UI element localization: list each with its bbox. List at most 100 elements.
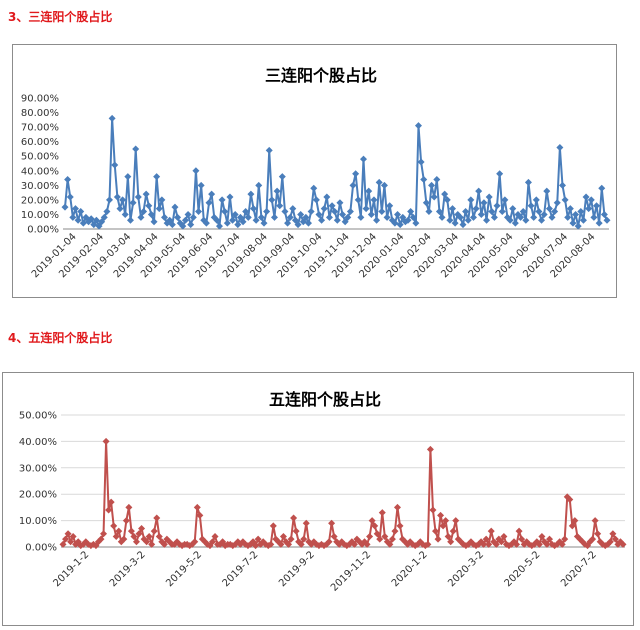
data-point — [452, 517, 460, 525]
data-point — [594, 530, 602, 538]
data-point — [339, 210, 347, 218]
data-point — [179, 222, 187, 230]
data-point — [132, 145, 140, 153]
data-point — [112, 532, 120, 540]
data-point — [290, 514, 298, 522]
data-point — [553, 199, 561, 207]
data-point — [208, 190, 216, 198]
x-tick-label: 2019-5-2 — [164, 549, 204, 589]
series-line — [62, 440, 624, 547]
data-point — [378, 208, 386, 216]
data-point — [168, 221, 176, 229]
data-point — [600, 210, 608, 218]
data-point — [191, 538, 199, 546]
data-point — [257, 213, 265, 221]
data-point — [407, 208, 415, 216]
data-point — [556, 143, 564, 151]
data-point — [250, 205, 258, 213]
data-point — [163, 535, 171, 543]
x-tick-label: 2019-11-2 — [329, 549, 373, 593]
data-point — [508, 540, 516, 548]
data-point — [64, 530, 72, 538]
data-point — [346, 208, 354, 216]
data-point — [320, 205, 328, 213]
data-point — [404, 216, 412, 224]
data-point — [79, 219, 87, 227]
data-point — [483, 216, 491, 224]
data-point — [383, 213, 391, 221]
data-point — [446, 216, 454, 224]
data-point — [189, 213, 197, 221]
data-point — [127, 527, 135, 535]
data-point — [142, 190, 150, 198]
data-point — [124, 173, 132, 181]
data-point — [358, 540, 366, 548]
data-point — [138, 525, 146, 533]
data-point — [111, 161, 119, 169]
data-point — [263, 208, 271, 216]
data-point — [323, 540, 331, 548]
data-point — [546, 535, 554, 543]
data-point — [467, 196, 475, 204]
data-point — [153, 173, 161, 181]
data-point — [71, 205, 79, 213]
data-point — [213, 216, 221, 224]
data-point — [501, 196, 509, 204]
data-point — [482, 535, 490, 543]
data-point — [160, 540, 168, 548]
data-point — [495, 535, 503, 543]
data-point — [354, 196, 362, 204]
data-point — [480, 199, 488, 207]
data-point — [438, 213, 446, 221]
data-point — [94, 538, 102, 546]
data-point — [106, 196, 114, 204]
data-point — [496, 170, 504, 178]
data-point — [129, 199, 137, 207]
data-point — [107, 498, 115, 506]
data-point — [265, 146, 273, 154]
data-point — [376, 535, 384, 543]
data-point — [64, 176, 72, 184]
data-point — [113, 193, 121, 201]
data-point — [515, 527, 523, 535]
data-point — [267, 540, 275, 548]
chart-five-consecutive-gains: 五连阳个股占比 0.00% 10.00% 20.00% 30.00% 40.00% 50.0… — [2, 372, 634, 626]
data-point — [145, 532, 153, 540]
data-point — [548, 213, 556, 221]
data-point — [79, 540, 87, 548]
data-point — [363, 540, 371, 548]
data-point — [102, 437, 110, 445]
data-point — [153, 514, 161, 522]
data-point — [310, 184, 318, 192]
data-point — [417, 158, 425, 166]
data-point — [394, 210, 402, 218]
data-point — [425, 208, 433, 216]
data-point — [236, 540, 244, 548]
data-point — [336, 199, 344, 207]
data-point — [566, 205, 574, 213]
data-point — [345, 540, 353, 548]
data-point — [443, 196, 451, 204]
y-tick-label: 20.00% — [19, 490, 57, 501]
data-point — [132, 538, 140, 546]
data-point — [591, 517, 599, 525]
x-tick-label: 2019-1-2 — [51, 549, 91, 589]
data-point — [433, 176, 441, 184]
series-line — [64, 117, 608, 228]
data-point — [535, 208, 543, 216]
data-point — [375, 178, 383, 186]
data-point — [396, 522, 404, 530]
data-point — [439, 522, 447, 530]
data-point — [412, 219, 420, 227]
data-point — [289, 205, 297, 213]
y-tick-label: 70.00% — [21, 123, 59, 134]
data-point — [160, 213, 168, 221]
data-point — [315, 210, 323, 218]
data-point — [277, 540, 285, 548]
data-point — [242, 208, 250, 216]
data-point — [538, 216, 546, 224]
data-point — [244, 213, 252, 221]
data-point — [231, 540, 239, 548]
data-point — [451, 219, 459, 227]
data-point — [171, 203, 179, 211]
